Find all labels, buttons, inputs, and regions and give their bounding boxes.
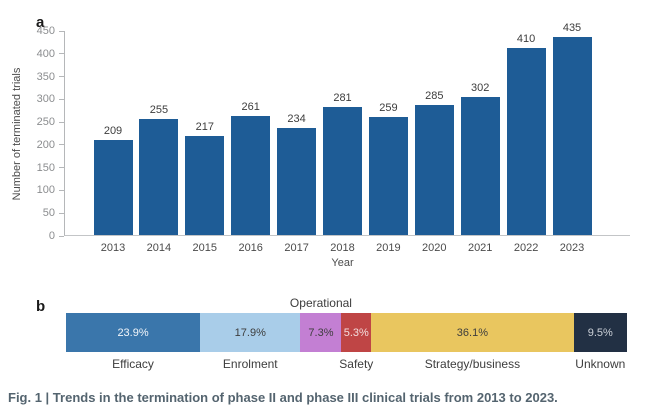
x-tick-label: 2023	[559, 242, 585, 254]
x-tick-label: 2021	[467, 242, 493, 254]
segment-percent-label: 36.1%	[456, 326, 488, 339]
bar-2023	[552, 36, 592, 235]
segment-category-label: Safety	[339, 357, 374, 371]
y-tick-label: 450	[36, 25, 55, 37]
segment-category-label: Operational	[289, 296, 352, 310]
x-tick-label: 2016	[238, 242, 263, 254]
x-tick-label: 2018	[330, 242, 355, 254]
segment-percent-label: 5.3%	[343, 326, 369, 339]
segment-category-label: Efficacy	[112, 357, 154, 371]
y-tick-mark	[59, 235, 64, 237]
bar-2017	[277, 128, 317, 235]
x-tick-label: 2020	[422, 242, 447, 254]
segment-unknown: 9.5% Unknown	[573, 313, 627, 371]
segment-category-label: Unknown	[575, 357, 626, 371]
segment-safety: 5.3% Safety	[339, 313, 373, 371]
bar-2013	[93, 139, 133, 235]
x-tick-label: 2013	[100, 242, 126, 254]
bar-2019	[368, 117, 408, 235]
bar-2020	[414, 105, 454, 235]
bar-2016	[231, 116, 271, 235]
bar-2022	[506, 48, 546, 235]
x-tick-label: 2019	[376, 242, 401, 254]
segment-operational: 7.3% Operational	[290, 296, 352, 352]
bar-value-label: 285	[425, 90, 444, 103]
y-tick-mark	[59, 167, 64, 169]
bar-value-label: 281	[333, 91, 352, 104]
y-axis-title: Number of terminated trials	[11, 67, 23, 201]
panel-a-label: a	[36, 14, 45, 31]
y-tick-label: 200	[36, 138, 55, 151]
y-tick-mark	[59, 144, 64, 146]
y-tick-mark	[59, 121, 64, 123]
segment-enrolment: 17.9% Enrolment	[200, 313, 301, 371]
bar-value-label: 209	[103, 124, 123, 137]
y-tick-label: 50	[42, 207, 55, 220]
termination-reasons-stacked-bar: 23.9% Efficacy 17.9% Enrolment 7.3% Operation…	[66, 296, 627, 371]
bar-value-label: 234	[287, 113, 306, 126]
bar-2018	[323, 107, 362, 235]
segment-percent-label: 23.9%	[117, 326, 149, 339]
bar-value-label: 261	[241, 101, 260, 114]
bar-value-label: 435	[562, 21, 582, 34]
bar-value-label: 302	[471, 82, 490, 95]
segment-percent-label: 17.9%	[234, 326, 266, 339]
y-tick-mark	[59, 30, 64, 32]
bar-chart-plot-area: 0 50 100 150 200 250 300 350 400 450 209 2013 255 201…	[37, 22, 630, 269]
segment-category-label: Strategy/business	[424, 357, 521, 371]
figure-caption: Fig. 1 | Trends in the termination of ph…	[8, 390, 558, 405]
bar-value-label: 217	[195, 121, 214, 134]
segment-percent-label: 7.3%	[308, 326, 334, 339]
y-tick-label: 100	[36, 184, 55, 197]
y-tick-label: 400	[36, 47, 55, 60]
bar-2014	[139, 118, 179, 235]
x-axis-title: Year	[331, 257, 354, 269]
segment-efficacy: 23.9% Efficacy	[66, 313, 201, 371]
y-tick-mark	[59, 98, 64, 100]
bar-value-label: 255	[149, 103, 169, 116]
bar-value-label: 259	[379, 102, 398, 114]
y-tick-mark	[59, 189, 64, 191]
x-tick-label: 2015	[192, 242, 218, 254]
bar-value-label: 410	[516, 33, 536, 46]
segment-percent-label: 9.5%	[587, 326, 613, 339]
y-tick-mark	[59, 76, 64, 78]
x-tick-label: 2022	[513, 242, 539, 254]
y-tick-label: 300	[36, 93, 55, 106]
segment-strategy-business: 36.1% Strategy/business	[371, 313, 574, 371]
y-tick-label: 0	[48, 230, 55, 242]
y-tick-label: 350	[36, 70, 55, 83]
x-tick-label: 2017	[284, 242, 309, 254]
bar-2015	[185, 136, 225, 235]
x-tick-label: 2014	[146, 242, 172, 254]
segment-category-label: Enrolment	[222, 357, 278, 371]
y-tick-label: 150	[36, 161, 55, 174]
y-tick-mark	[59, 53, 64, 55]
y-tick-mark	[59, 212, 64, 214]
panel-b-label: b	[36, 298, 46, 315]
y-tick-label: 250	[36, 116, 55, 129]
bar-2021	[460, 97, 500, 235]
